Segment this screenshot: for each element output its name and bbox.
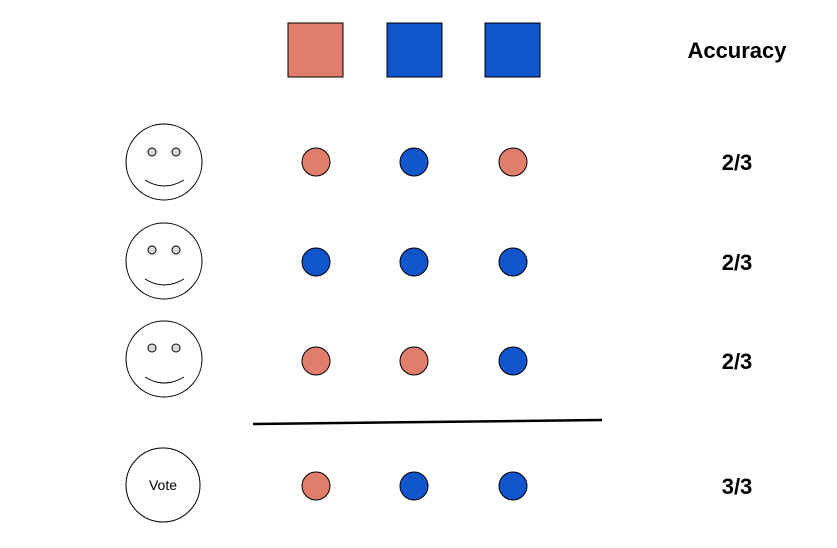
voter-row-3: 2/3 xyxy=(125,320,753,398)
prediction-dot-3-1 xyxy=(301,346,331,376)
prediction-dot-1-3 xyxy=(498,147,528,177)
voter-row-2: 2/3 xyxy=(125,222,753,300)
accuracy-header: Accuracy xyxy=(687,38,787,63)
voter-row-1: 2/3 xyxy=(125,123,753,201)
prediction-dot-2-2 xyxy=(399,247,429,277)
truth-square-2 xyxy=(386,22,443,78)
accuracy-value-4: 3/3 xyxy=(722,474,753,499)
prediction-dot-4-3 xyxy=(498,471,528,501)
truth-square-3 xyxy=(484,22,541,78)
accuracy-value-1: 2/3 xyxy=(722,150,753,175)
smiley-face-icon xyxy=(125,320,203,398)
smiley-face-icon xyxy=(125,123,203,201)
divider-line xyxy=(252,418,603,426)
prediction-dot-4-1 xyxy=(301,471,331,501)
vote-node: Vote xyxy=(125,447,201,523)
vote-row: Vote 3/3 xyxy=(125,447,753,523)
prediction-dot-1-1 xyxy=(301,147,331,177)
prediction-dot-3-3 xyxy=(498,346,528,376)
vote-label: Vote xyxy=(149,477,177,493)
prediction-dot-1-2 xyxy=(399,147,429,177)
prediction-dot-2-3 xyxy=(498,247,528,277)
prediction-dot-2-1 xyxy=(301,247,331,277)
prediction-dot-4-2 xyxy=(399,471,429,501)
smiley-face-icon xyxy=(125,222,203,300)
truth-square-1 xyxy=(287,22,344,78)
accuracy-value-3: 2/3 xyxy=(722,349,753,374)
accuracy-value-2: 2/3 xyxy=(722,250,753,275)
prediction-dot-3-2 xyxy=(399,346,429,376)
